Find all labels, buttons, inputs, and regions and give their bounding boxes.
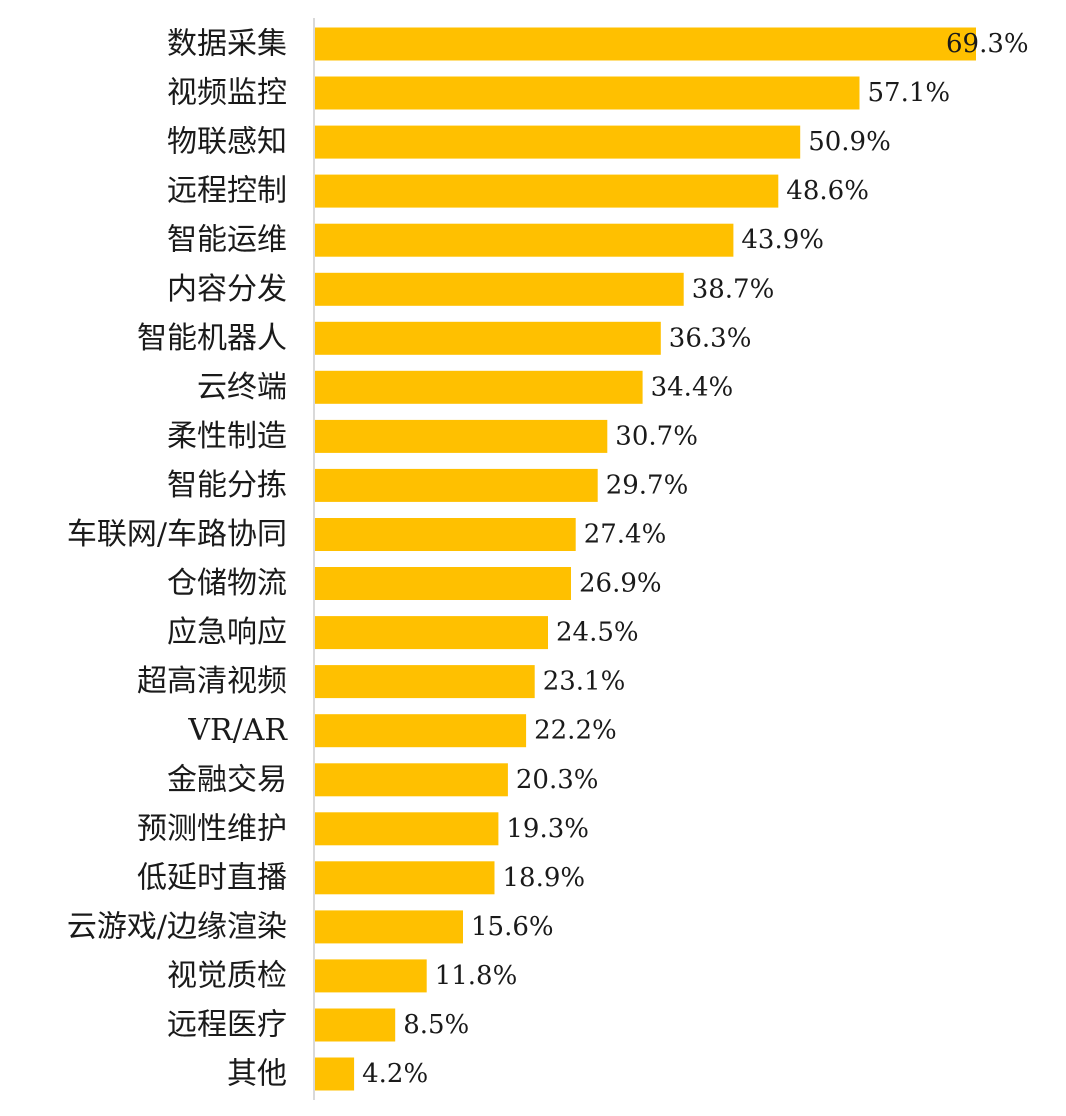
bar-14 [315,714,527,748]
value-label-16: 19.3% [506,814,589,844]
value-label-10: 27.4% [584,520,667,550]
category-label-9: 智能分拣 [167,468,287,503]
category-label-18: 云游戏/边缘渲染 [67,909,287,944]
bar-21 [315,1057,355,1091]
value-label-2: 50.9% [808,127,891,157]
category-label-11: 仓储物流 [167,566,287,601]
value-label-20: 8.5% [403,1010,469,1040]
bar-20 [315,1008,396,1042]
value-label-8: 30.7% [615,421,698,451]
bar-15 [315,763,508,797]
bar-3 [315,174,779,208]
bars-group [315,27,976,1091]
bar-10 [315,518,576,551]
value-label-9: 29.7% [606,470,689,500]
value-label-0: 69.3% [946,29,1029,59]
category-label-16: 预测性维护 [137,811,287,846]
category-label-10: 车联网/车路协同 [67,517,287,552]
category-label-1: 视频监控 [167,76,287,111]
category-label-3: 远程控制 [167,174,287,209]
category-label-0: 数据采集 [167,27,287,62]
value-label-4: 43.9% [741,225,824,255]
value-label-3: 48.6% [786,176,869,206]
category-labels-group: 数据采集视频监控物联感知远程控制智能运维内容分发智能机器人云终端柔性制造智能分拣… [67,27,289,1092]
bar-6 [315,321,661,355]
bar-1 [315,76,860,110]
value-label-19: 11.8% [435,961,518,991]
bar-5 [315,272,684,306]
bar-0 [315,27,976,61]
category-label-12: 应急响应 [167,615,287,650]
bar-2 [315,125,801,159]
bar-8 [315,419,608,453]
value-label-18: 15.6% [471,912,554,942]
category-label-21: 其他 [227,1057,287,1092]
category-label-4: 智能运维 [167,223,287,258]
value-label-17: 18.9% [503,863,586,893]
category-label-5: 内容分发 [167,272,287,307]
category-label-7: 云终端 [197,370,287,405]
category-label-15: 金融交易 [167,762,287,797]
category-label-19: 视觉质检 [167,958,287,993]
value-label-11: 26.9% [579,569,662,599]
value-labels-group: 69.3% 57.1% 50.9% 48.6% 43.9% 38.7% 36.3% 34.4%… [362,29,1029,1089]
value-label-7: 34.4% [651,372,734,402]
category-label-13: 超高清视频 [137,664,287,699]
value-label-1: 57.1% [868,78,951,108]
bar-11 [315,567,571,600]
value-label-13: 23.1% [543,667,626,697]
bar-13 [315,665,535,699]
category-label-6: 智能机器人 [137,321,287,356]
bar-7 [315,370,643,404]
bar-18 [315,910,463,944]
bar-19 [315,959,427,993]
bar-4 [315,223,734,257]
value-label-15: 20.3% [516,765,599,795]
value-label-12: 24.5% [556,618,639,648]
value-label-21: 4.2% [362,1059,428,1089]
category-label-17: 低延时直播 [137,860,287,895]
bar-12 [315,616,548,650]
value-label-5: 38.7% [692,274,775,304]
category-label-8: 柔性制造 [167,419,287,454]
category-label-14: VR/AR [187,713,288,748]
value-label-14: 22.2% [534,716,617,746]
bar-16 [315,812,499,846]
bar-9 [315,468,598,502]
value-label-6: 36.3% [669,323,752,353]
bar-17 [315,861,495,895]
category-label-20: 远程医疗 [167,1008,287,1043]
category-label-2: 物联感知 [167,125,287,160]
